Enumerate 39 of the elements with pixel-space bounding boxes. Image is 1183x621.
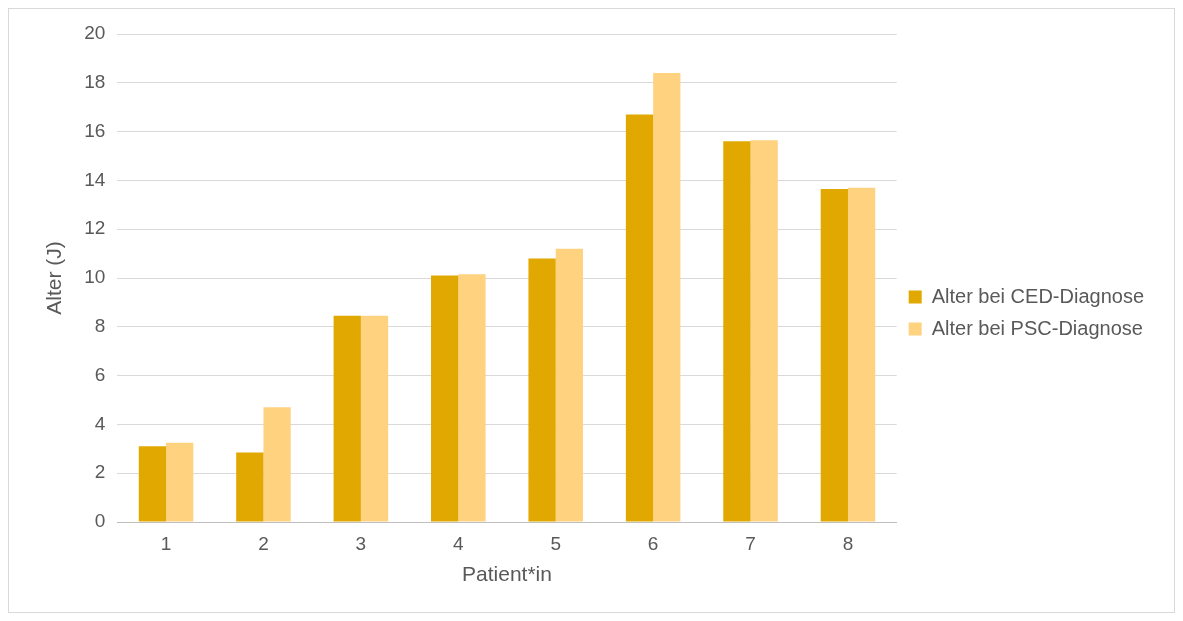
y-tick-label: 20 (84, 22, 106, 44)
bar (236, 452, 264, 522)
y-tick-label: 18 (84, 71, 106, 93)
legend-label: Alter bei PSC-Diagnose (931, 316, 1143, 339)
x-axis-title: Patient*in (462, 562, 552, 586)
y-tick-label: 0 (94, 510, 106, 532)
bar (333, 315, 361, 522)
legend-label: Alter bei CED-Diagnose (931, 284, 1145, 307)
y-tick-label: 10 (84, 266, 106, 288)
bar (360, 315, 389, 522)
bar (820, 188, 848, 522)
y-axis-title: Alter (J) (42, 241, 66, 315)
bar (653, 73, 681, 522)
bar (625, 114, 654, 522)
bar (847, 187, 876, 522)
x-tick-label: 3 (355, 532, 367, 554)
bar (723, 141, 751, 522)
y-tick-label: 14 (84, 168, 106, 190)
bar (138, 446, 167, 522)
bar (555, 248, 583, 522)
bar (750, 140, 778, 522)
bar (458, 274, 486, 522)
x-tick-label: 1 (160, 532, 172, 554)
x-tick-label: 2 (258, 532, 269, 554)
y-tick-label: 8 (94, 315, 106, 337)
y-tick-label: 4 (94, 412, 106, 434)
x-tick-label: 7 (745, 532, 756, 554)
y-tick-label: 16 (84, 119, 106, 141)
bar (528, 258, 556, 522)
x-tick-label: 5 (550, 532, 562, 554)
bar (263, 407, 291, 522)
y-tick-label: 2 (94, 461, 106, 483)
x-tick-label: 4 (453, 532, 465, 554)
y-tick-label: 6 (94, 363, 106, 385)
y-tick-label: 12 (84, 217, 106, 239)
x-tick-label: 6 (647, 532, 659, 554)
bar (166, 442, 194, 522)
bar (431, 275, 459, 522)
x-tick-label: 8 (842, 532, 854, 554)
